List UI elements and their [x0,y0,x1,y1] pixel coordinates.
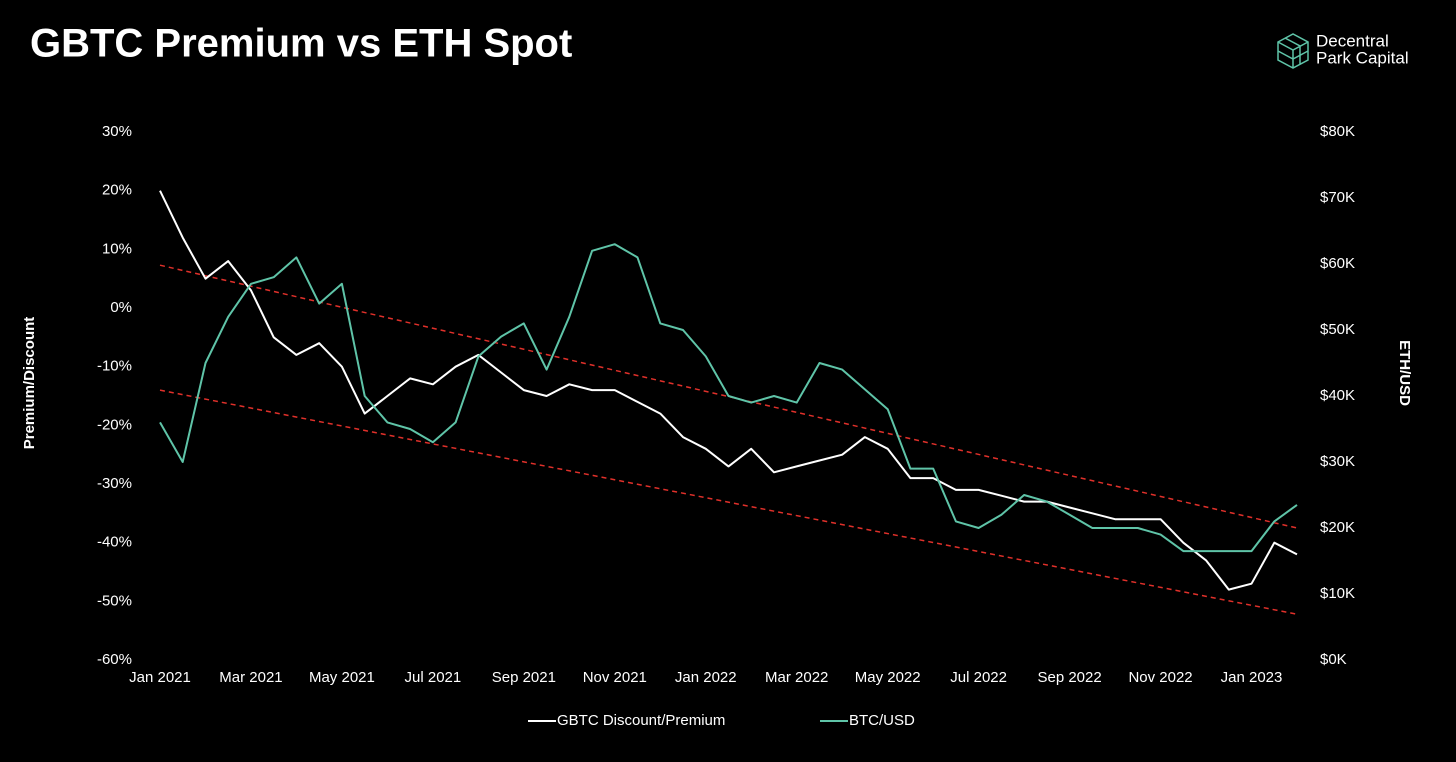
y-tick-label: 20% [102,182,132,199]
y2-tick-label: $70K [1320,189,1355,206]
x-tick-label: Jan 2022 [675,669,737,686]
series-line [159,243,1298,553]
x-tick-label: Jan 2023 [1221,669,1283,686]
y2-tick-label: $0K [1320,651,1347,668]
series-line [159,190,1298,591]
logo-icon [1277,33,1309,69]
x-tick-label: Nov 2022 [1128,669,1192,686]
x-tick-label: Jan 2021 [129,669,191,686]
y-axis-label: Premium/Discount [21,317,38,450]
y2-axis-label: ETH/USD [1396,340,1413,406]
y-tick-label: 0% [110,299,132,316]
x-tick-label: May 2021 [309,669,375,686]
y-tick-label: -30% [97,475,132,492]
chart-title: GBTC Premium vs ETH Spot [30,22,572,66]
y-tick-label: 10% [102,240,132,257]
y-tick-label: -40% [97,534,132,551]
trend-line [159,264,1298,529]
y2-tick-label: $40K [1320,387,1355,404]
y-tick-label: -60% [97,651,132,668]
y2-tick-label: $80K [1320,123,1355,140]
trend-line [159,389,1298,615]
y-tick-label: 30% [102,123,132,140]
legend-label: BTC/USD [849,712,915,729]
x-tick-label: Nov 2021 [583,669,647,686]
x-tick-label: Mar 2022 [765,669,828,686]
brand-line: Park Capital [1316,48,1409,67]
y-tick-label: -10% [97,358,132,375]
brand-line: Decentral [1316,31,1389,50]
y-tick-label: -20% [97,416,132,433]
y2-tick-label: $10K [1320,585,1355,602]
y2-tick-label: $60K [1320,255,1355,272]
logo: Decentral Park Capital [1277,31,1409,69]
x-tick-label: May 2022 [855,669,921,686]
legend-label: GBTC Discount/Premium [557,712,725,729]
x-tick-label: Jul 2021 [405,669,462,686]
x-tick-label: Mar 2021 [219,669,282,686]
y2-tick-label: $30K [1320,453,1355,470]
x-tick-label: Sep 2021 [492,669,556,686]
y2-tick-label: $20K [1320,519,1355,536]
y2-tick-label: $50K [1320,321,1355,338]
y-tick-label: -50% [97,592,132,609]
x-tick-label: Jul 2022 [950,669,1007,686]
x-tick-label: Sep 2022 [1037,669,1101,686]
